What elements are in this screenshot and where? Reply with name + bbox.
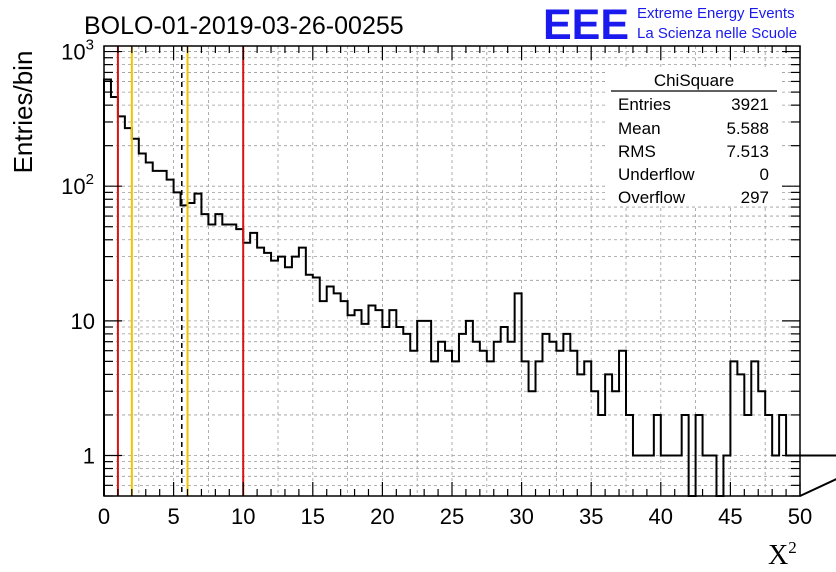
y-tick-label: 102: [61, 171, 94, 199]
stats-rms-label: RMS: [618, 142, 656, 161]
stats-underflow-label: Underflow: [618, 165, 695, 184]
stats-title: ChiSquare: [654, 71, 734, 90]
y-tick-label: 1: [83, 443, 95, 468]
x-axis-label: X2: [768, 538, 797, 571]
x-tick-label: 35: [579, 504, 603, 529]
y-tick-label-base: 10: [61, 40, 85, 65]
x-tick-label: 25: [440, 504, 464, 529]
y-tick-label-exponent: 3: [86, 37, 94, 54]
stats-overflow-label: Overflow: [618, 188, 686, 207]
x-axis-label-base: X: [768, 540, 788, 571]
histogram: [103, 78, 836, 497]
stats-entries-value: 3921: [731, 95, 769, 114]
y-tick-label-exponent: 2: [86, 171, 94, 188]
reference-lines: [116, 46, 245, 496]
stats-overflow-value: 297: [741, 188, 769, 207]
x-tick-label: 5: [167, 504, 179, 529]
chart-title: BOLO-01-2019-03-26-00255: [84, 12, 404, 40]
eee-logo: EEE Extreme Energy Events La Scienza nel…: [543, 1, 797, 49]
grid: [104, 46, 800, 496]
x-tick-label: 50: [788, 504, 812, 529]
logo-line1: Extreme Energy Events: [637, 5, 795, 22]
stats-entries-label: Entries: [618, 95, 671, 114]
histogram-outline: [103, 78, 836, 497]
y-axis-label: Entries/bin: [8, 51, 38, 174]
x-tick-label: 15: [301, 504, 325, 529]
x-tick-label: 0: [98, 504, 110, 529]
stats-underflow-value: 0: [760, 165, 769, 184]
y-tick-label: 10: [71, 309, 95, 334]
logo-line2: La Scienza nelle Scuole: [637, 25, 797, 42]
stats-rms-value: 7.513: [726, 142, 769, 161]
x-tick-label: 30: [509, 504, 533, 529]
x-tick-label: 40: [649, 504, 673, 529]
x-axis-label-superscript: 2: [788, 538, 797, 557]
x-tick-label: 45: [718, 504, 742, 529]
x-tick-label: 20: [370, 504, 394, 529]
y-tick-label-base: 10: [61, 174, 85, 199]
stats-mean-value: 5.588: [726, 119, 769, 138]
x-tick-label: 10: [231, 504, 255, 529]
logo-mark: EEE: [543, 1, 629, 49]
stats-box: ChiSquare Entries 3921 Mean 5.588 RMS 7.…: [608, 68, 780, 207]
x-axis: 0 5 10 15 20 25 30 35 40 45 50: [98, 46, 812, 529]
y-tick-label: 103: [61, 37, 94, 65]
stats-mean-label: Mean: [618, 119, 661, 138]
